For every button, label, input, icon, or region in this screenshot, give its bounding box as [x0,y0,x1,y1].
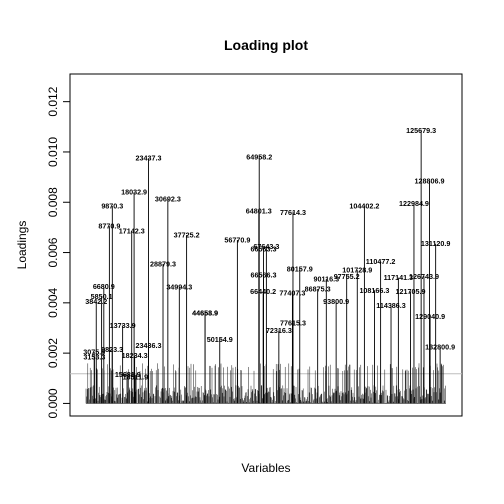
bar-label: 67643.3 [253,242,279,251]
bar-label: 17142.3 [119,227,145,236]
bar-label: 3842.2 [85,297,107,306]
y-tick-label: 0.012 [46,86,60,116]
bar-label: 9870.3 [101,202,123,211]
bar-label: 93800.9 [323,297,349,306]
bar-label: 28879.3 [150,259,176,268]
bar-label: 23436.3 [136,341,162,350]
bar-label: 34994.3 [166,283,192,292]
bar-label: 110477.2 [366,257,396,266]
bar-label: 101728.9 [342,266,372,275]
bar-label: 114386.3 [376,301,406,310]
bar-label: 132800.9 [425,342,455,351]
bar-label: 13733.9 [110,321,136,330]
bar-label: 30692.3 [155,195,181,204]
bar-label: 44658.9 [192,308,218,317]
y-tick-label: 0.008 [46,187,60,217]
chart-title: Loading plot [224,37,308,53]
bar-label: 86875.3 [305,285,331,294]
bar-label: 37725.2 [174,230,200,239]
bar-label: 121705.9 [396,287,426,296]
bar-label: 3075.9 [83,347,105,356]
bar-label: 18234.3 [122,351,148,360]
bar-label: 80157.9 [287,264,313,273]
y-tick-label: 0.006 [46,237,60,267]
bar-label: 97755.2 [334,272,360,281]
bar-label: 125679.3 [406,126,436,135]
bar-label: 5850.1 [91,292,113,301]
y-tick-label: 0.004 [46,287,60,317]
bar-label: 18032.9 [121,188,147,197]
bar-label: 6680.9 [93,282,115,291]
bar-label: 18511.9 [123,373,149,382]
bar-label: 9823.3 [101,345,123,354]
bar-label: 66440.2 [250,287,276,296]
bar-label: 44653.9 [192,308,218,317]
bar-label: 66566.3 [251,271,277,280]
bar-label: 129040.9 [415,312,445,321]
bar-label: 50154.9 [207,335,233,344]
bar-label: 117141.3 [384,273,414,282]
bar-label: 3153.3 [83,352,105,361]
bar-label: 64958.2 [246,152,272,161]
bar-label: 77614.3 [280,208,306,217]
bar-label: 77615.3 [280,318,306,327]
bar-label: 131120.9 [421,239,451,248]
bar-label: 66563.3 [251,244,277,253]
bar-label: 90116.3 [314,274,340,283]
bar-label: 104402.2 [349,202,379,211]
bar-label: 64801.3 [246,207,272,216]
bar-label: 126743.9 [409,272,439,281]
bar-label: 56770.9 [224,235,250,244]
y-tick-label: 0.002 [46,338,60,368]
bar-label: 128806.9 [414,176,444,185]
bar-label: 23437.3 [136,154,162,163]
bar-label: 77407.3 [279,288,305,297]
bar-label: 72316.3 [266,326,292,335]
bar-label: 108166.3 [359,286,389,295]
bar-label: 122984.9 [399,199,429,208]
bar-label: 8770.9 [98,222,120,231]
x-axis-label: Variables [241,461,290,475]
y-tick-label: 0.010 [46,137,60,167]
y-tick-label: 0.000 [46,388,60,418]
bar-label: 15681.9 [115,370,141,379]
y-axis-label: Loadings [15,221,29,270]
